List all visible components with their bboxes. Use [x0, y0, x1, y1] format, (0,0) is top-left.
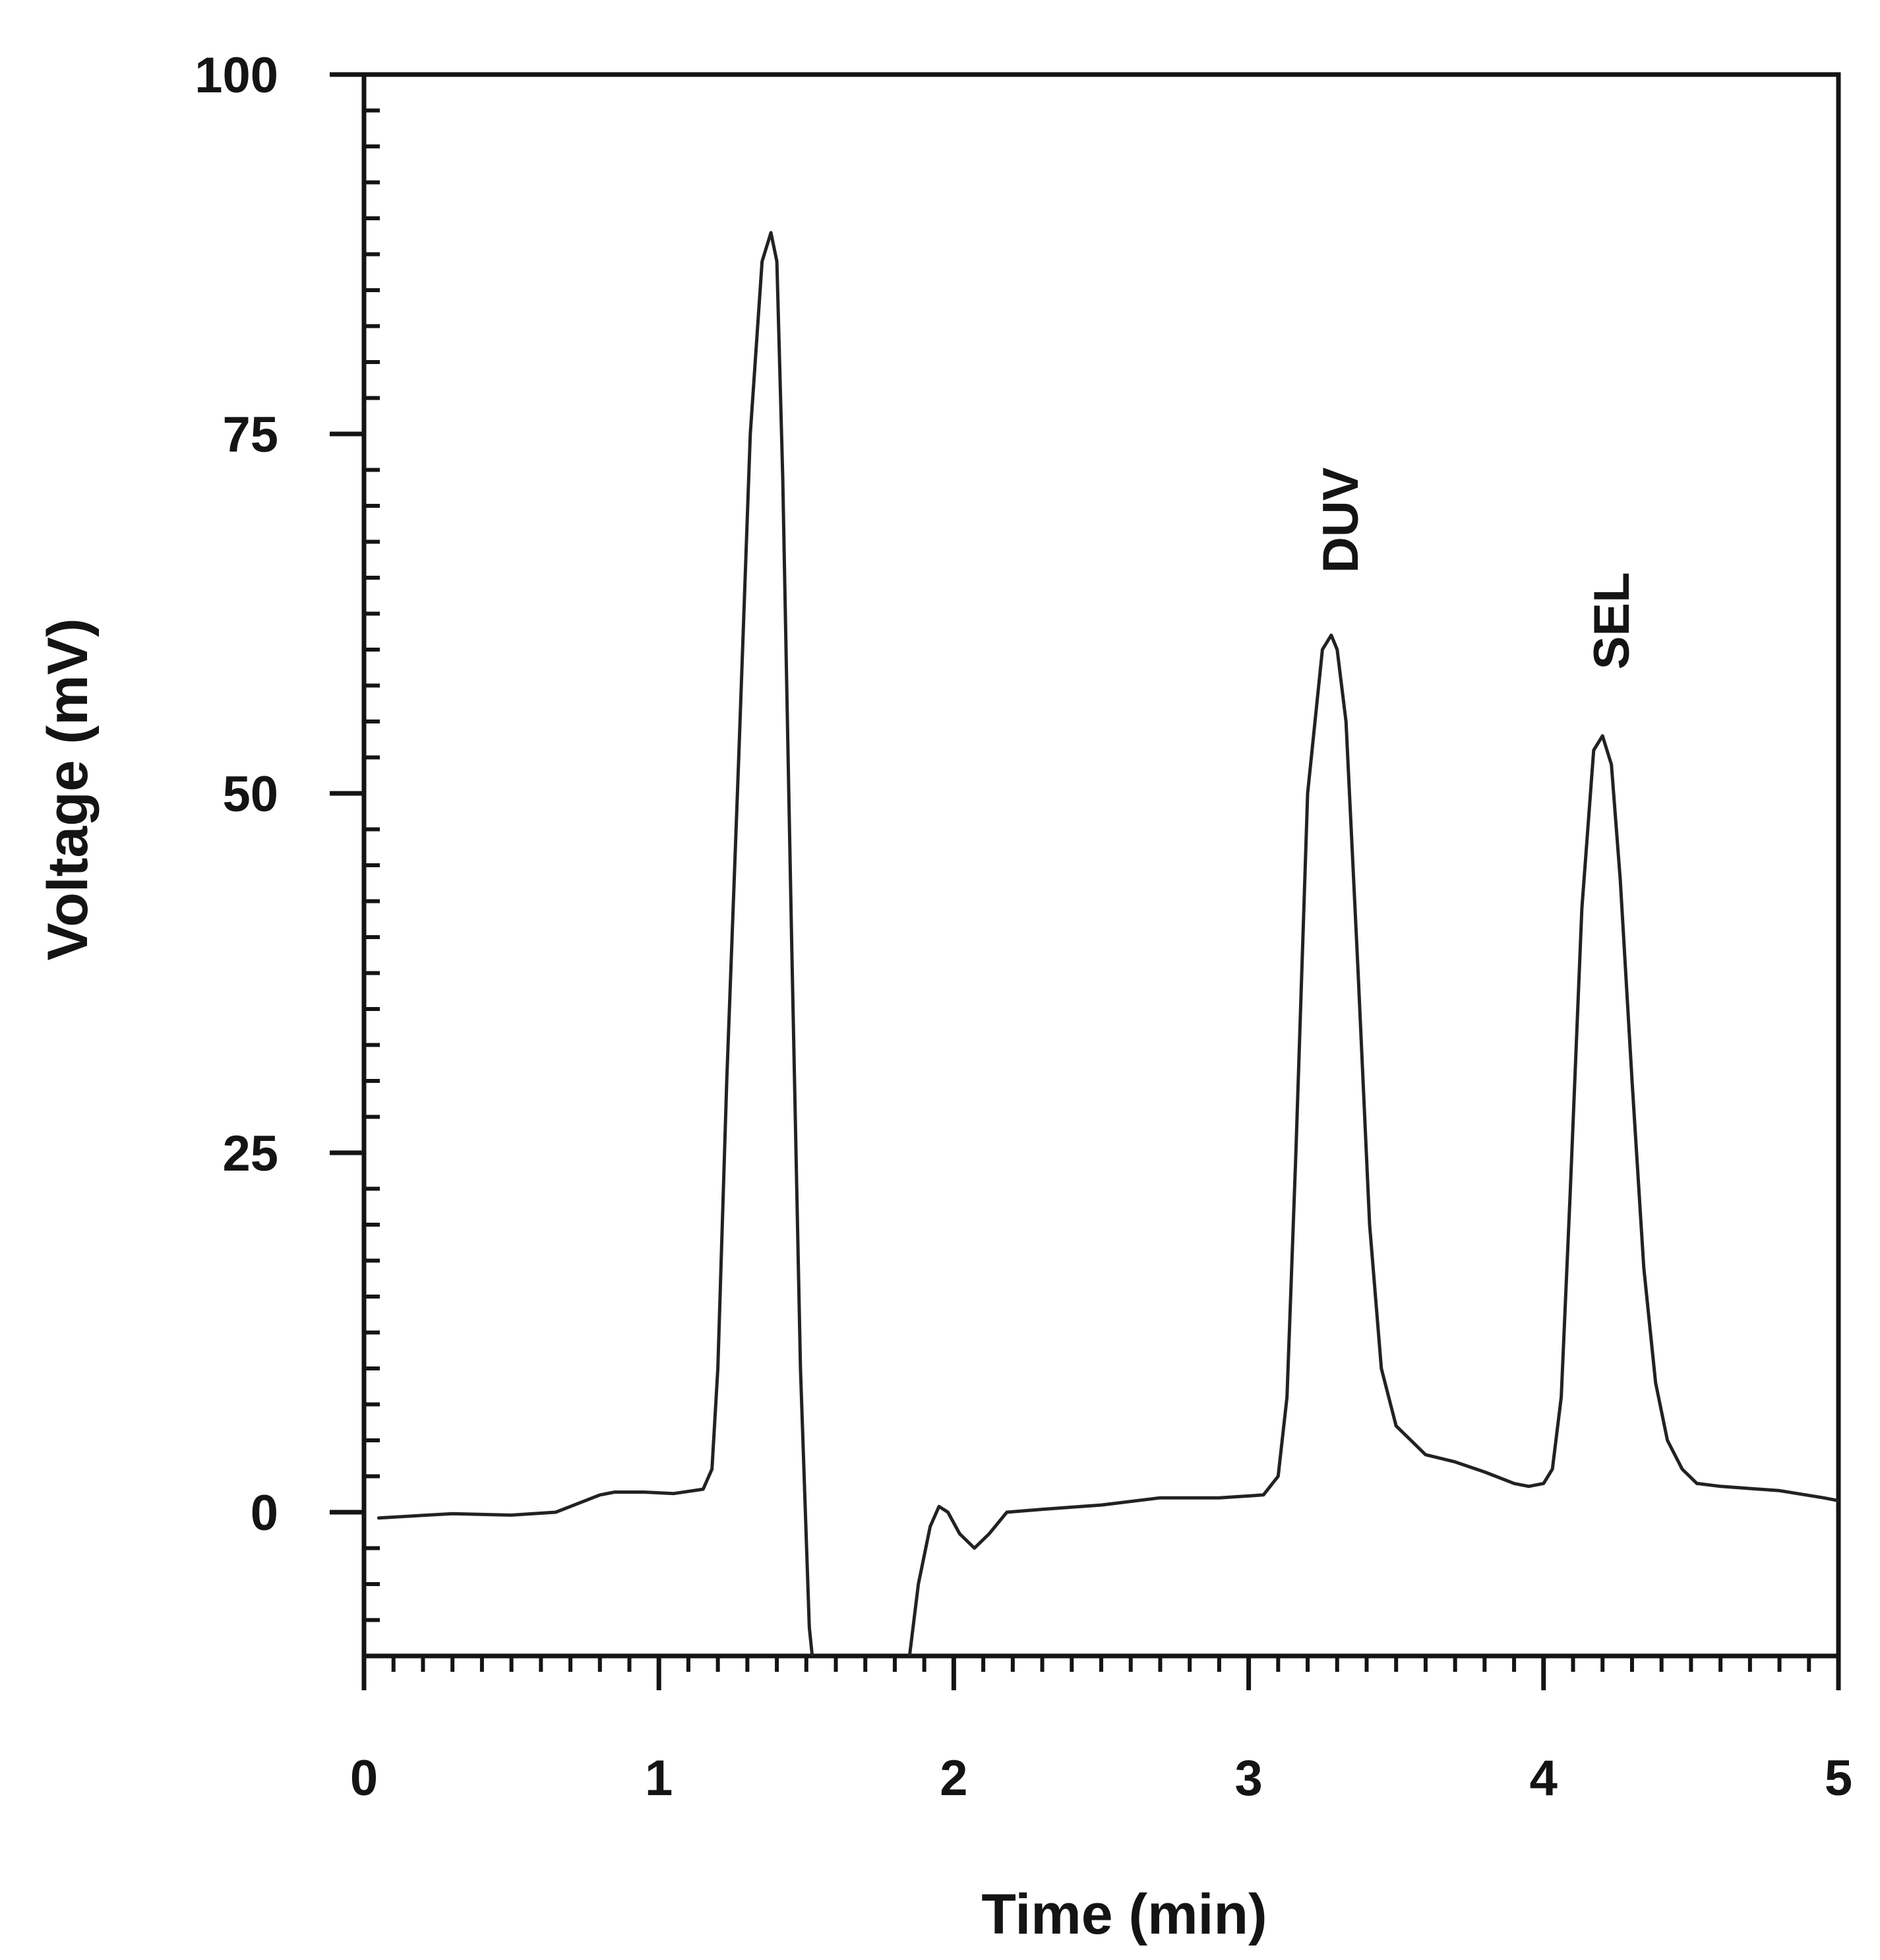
x-tick-label: 0 [350, 1750, 378, 1806]
x-tick-label: 1 [645, 1750, 673, 1806]
y-tick-label: 100 [195, 47, 278, 104]
y-axis-title: Voltage (mV) [36, 618, 100, 960]
major-ticks [330, 72, 1841, 1690]
x-tick-labels: 0 1 2 3 4 5 [350, 1750, 1852, 1806]
x-axis-title: Time (min) [981, 1883, 1267, 1946]
y-tick-label: 25 [222, 1126, 278, 1182]
plot-frame [361, 72, 1841, 1659]
y-tick-label: 50 [222, 766, 278, 822]
series-group [377, 231, 1838, 1656]
annotation-group: DUV SEL [1313, 467, 1640, 669]
minor-ticks [364, 108, 1811, 1672]
y-tick-label: 75 [222, 407, 278, 463]
x-tick-label: 3 [1234, 1750, 1262, 1806]
x-tick-label: 4 [1530, 1750, 1558, 1806]
series-line [377, 231, 814, 1656]
x-tick-label: 2 [940, 1750, 967, 1806]
y-tick-labels: 0 25 50 75 100 [195, 47, 278, 1541]
y-tick-label: 0 [251, 1485, 278, 1541]
series-line [907, 633, 1838, 1656]
peak-label: DUV [1313, 467, 1369, 573]
peak-label: SEL [1584, 572, 1640, 669]
x-tick-label: 5 [1825, 1750, 1852, 1806]
